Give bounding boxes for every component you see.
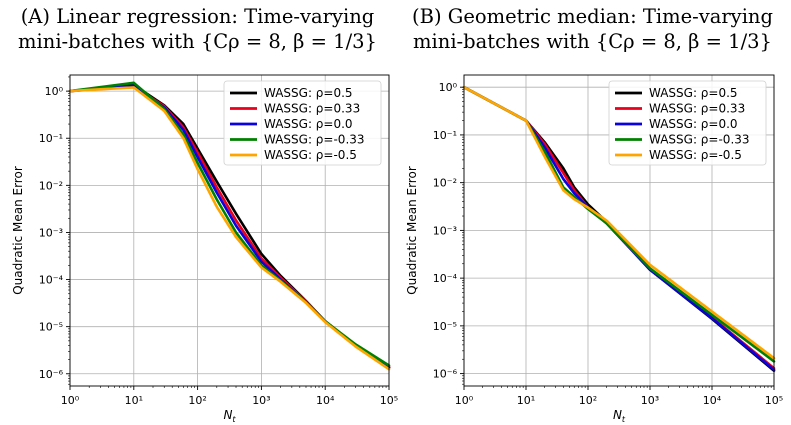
legend-label-2: WASSG: ρ=0.0: [264, 117, 353, 131]
y-axis-label: Quadratic Mean Error: [405, 166, 419, 295]
y-tick-label: 10⁻⁵: [39, 321, 63, 334]
series-line-4: [462, 85, 776, 360]
y-axis-label: Quadratic Mean Error: [11, 166, 25, 295]
legend-box: [223, 80, 382, 166]
y-tick-label: 10⁻⁴: [433, 272, 458, 285]
legend-label-3: WASSG: ρ=-0.33: [649, 133, 750, 147]
caption-b-line1: (B) Geometric median: Time-varying: [412, 5, 773, 28]
x-axis-label-subscript: t: [232, 415, 236, 424]
x-tick-label: 10³: [252, 394, 270, 407]
x-axis-label: Nt: [613, 408, 626, 424]
legend-label-3: WASSG: ρ=-0.33: [264, 133, 365, 147]
legend-label-1: WASSG: ρ=0.33: [649, 102, 745, 116]
x-tick-label: 10²: [188, 394, 206, 407]
caption-a-line2: mini-batches with {Cρ = 8, β = 1/3}: [18, 30, 377, 53]
x-tick-label: 10²: [579, 394, 597, 407]
legend-box: [608, 80, 767, 166]
x-tick-label: 10⁰: [455, 394, 474, 407]
x-tick-label: 10¹: [517, 394, 535, 407]
y-tick-label: 10⁻⁵: [433, 320, 457, 333]
chart-panel-b: 10⁰ 10¹ 10² 10³ 10⁴ 10⁵ 10⁻⁶ 10⁻⁵ 10⁻⁴ 10⁻³ 10⁻² 10…: [405, 74, 783, 424]
y-tick-label: 10⁻⁶: [433, 368, 458, 381]
x-tick-label: 10¹: [125, 394, 143, 407]
caption-a-line1: (A) Linear regression: Time-varying: [20, 5, 375, 28]
y-tick-label: 10⁰: [439, 81, 458, 94]
y-tick-label: 10⁻²: [39, 179, 63, 192]
legend-label-2: WASSG: ρ=0.0: [649, 117, 738, 131]
legend-label-1: WASSG: ρ=0.33: [264, 102, 360, 116]
x-tick-label: 10⁴: [703, 394, 722, 407]
series-line-4: [68, 86, 391, 371]
caption-a: (A) Linear regression: Time-varying mini…: [0, 4, 395, 54]
y-tick-label: 10⁻⁴: [39, 274, 64, 287]
y-tick-label: 10⁰: [45, 85, 64, 98]
y-tick-label: 10⁻³: [39, 226, 63, 239]
y-tick-label: 10⁻³: [433, 224, 457, 237]
x-tick-label: 10⁵: [765, 394, 783, 407]
caption-b: (B) Geometric median: Time-varying mini-…: [395, 4, 790, 54]
x-tick-label: 10⁵: [380, 394, 398, 407]
y-tick-label: 10⁻¹: [39, 132, 63, 145]
legend-label-0: WASSG: ρ=0.5: [264, 86, 353, 100]
caption-b-line2: mini-batches with {Cρ = 8, β = 1/3}: [413, 30, 772, 53]
y-tick-label: 10⁻¹: [433, 129, 457, 142]
series-group: [462, 85, 776, 372]
plot-frame: [69, 74, 390, 387]
legend-label-4: WASSG: ρ=-0.5: [264, 148, 357, 162]
x-axis-label: Nt: [223, 408, 236, 424]
chart-panel-a: 10⁰ 10¹ 10² 10³ 10⁴ 10⁵ 10⁻⁶ 10⁻⁵ 10⁻⁴ 10⁻³ 10⁻² 10…: [11, 74, 398, 424]
x-tick-label: 10⁰: [61, 394, 80, 407]
y-tick-label: 10⁻²: [433, 177, 457, 190]
x-axis-label-subscript: t: [622, 415, 626, 424]
x-tick-label: 10⁴: [316, 394, 335, 407]
y-tick-label: 10⁻⁶: [39, 368, 64, 381]
series-group: [68, 81, 391, 371]
legend-label-4: WASSG: ρ=-0.5: [649, 148, 742, 162]
x-tick-label: 10³: [641, 394, 659, 407]
legend-label-0: WASSG: ρ=0.5: [649, 86, 738, 100]
